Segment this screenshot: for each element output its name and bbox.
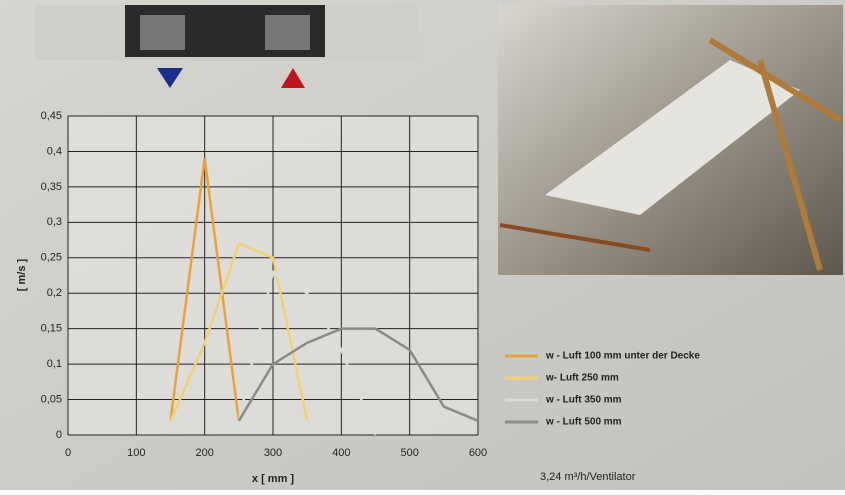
y-tick-label: 0,45 xyxy=(41,110,62,122)
y-tick-label: 0 xyxy=(56,429,62,441)
installation-photo xyxy=(498,5,843,275)
legend-label: w - Luft 500 mm xyxy=(545,417,622,428)
y-tick-label: 0,15 xyxy=(41,323,62,335)
x-tick-label: 300 xyxy=(264,447,282,459)
x-tick-label: 0 xyxy=(65,447,71,459)
y-tick-label: 0,35 xyxy=(41,181,62,193)
x-tick-label: 400 xyxy=(332,447,350,459)
y-tick-label: 0,3 xyxy=(47,216,62,228)
legend-label: w- Luft 250 mm xyxy=(545,373,619,384)
x-tick-label: 600 xyxy=(469,447,487,459)
y-tick-label: 0,1 xyxy=(47,358,62,370)
y-axis-label: [ m/s ] xyxy=(16,258,28,291)
x-tick-label: 200 xyxy=(195,447,213,459)
annotation: 3,24 m³/h/Ventilator xyxy=(540,471,636,483)
x-tick-label: 500 xyxy=(400,447,418,459)
x-axis-label: x [ mm ] xyxy=(252,473,295,485)
y-tick-label: 0,25 xyxy=(41,252,62,264)
y-tick-label: 0,05 xyxy=(41,393,62,405)
chart: x [ mm ] [ m/s ] 3,24 m³/h/Ventilator 00… xyxy=(0,0,845,490)
y-tick-label: 0,2 xyxy=(47,287,62,299)
legend-label: w - Luft 100 mm unter der Decke xyxy=(545,351,700,362)
ceiling-photo xyxy=(35,5,418,60)
x-tick-label: 100 xyxy=(127,447,145,459)
legend-label: w - Luft 350 mm xyxy=(545,395,622,406)
y-tick-label: 0,4 xyxy=(47,145,62,157)
